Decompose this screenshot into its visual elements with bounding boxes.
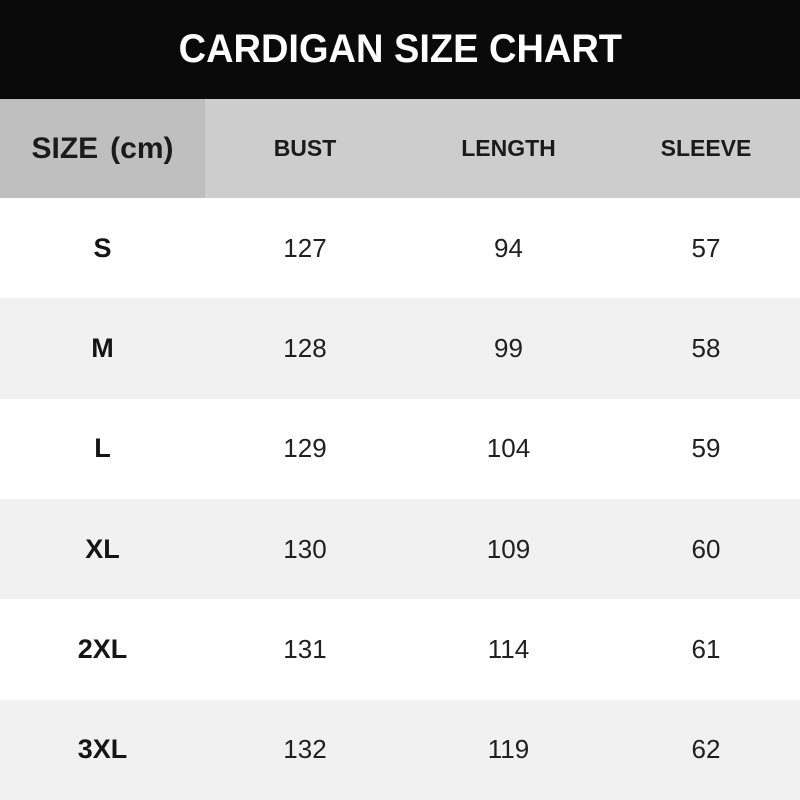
- table-row-m: M 128 99 58: [0, 298, 800, 399]
- length-value: 104: [486, 433, 531, 464]
- header-cell-bust: BUST: [273, 135, 337, 161]
- table-row-s: S 127 94 57: [0, 198, 800, 299]
- table-row-xl: XL 130 109 60: [0, 498, 800, 600]
- title-banner: CARDIGAN SIZE CHART: [0, 0, 800, 99]
- table-row-3xl: 3XL 132 119 62: [0, 699, 800, 800]
- size-header-label: SIZE: [31, 131, 99, 165]
- size-value: 2XL: [77, 633, 128, 664]
- size-value: 3XL: [77, 734, 128, 765]
- sleeve-value: 62: [691, 734, 721, 765]
- table-row-l: L 129 104 59: [0, 398, 800, 499]
- table-row-2xl: 2XL 131 114 61: [0, 599, 800, 700]
- bust-value: 129: [283, 433, 327, 464]
- bust-value: 128: [283, 332, 327, 363]
- size-value: L: [94, 433, 111, 464]
- size-value: M: [91, 332, 114, 363]
- length-value: 114: [487, 633, 530, 664]
- header-cell-size: SIZE (cm): [0, 99, 205, 198]
- size-value: XL: [85, 533, 120, 564]
- length-value: 109: [486, 533, 531, 564]
- sleeve-value: 59: [691, 433, 721, 464]
- length-value: 94: [494, 232, 523, 263]
- bust-value: 132: [283, 734, 327, 765]
- size-value: S: [93, 232, 112, 263]
- sleeve-value: 57: [691, 232, 721, 263]
- sleeve-value: 61: [691, 633, 721, 664]
- sleeve-value: 58: [691, 332, 721, 363]
- bust-value: 131: [283, 633, 327, 664]
- header-cell-sleeve: SLEEVE: [660, 135, 752, 161]
- bust-value: 130: [283, 533, 327, 564]
- sleeve-value: 60: [691, 533, 721, 564]
- length-value: 99: [494, 332, 523, 363]
- length-value: 119: [487, 734, 530, 765]
- table-header-row: SIZE (cm) BUST LENGTH SLEEVE: [0, 99, 800, 198]
- header-cell-length: LENGTH: [461, 135, 556, 161]
- bust-value: 127: [283, 232, 327, 263]
- size-header-unit: (cm): [110, 131, 174, 165]
- table-body: S 127 94 57 M 128 99 58 L 129 104 59 XL …: [0, 198, 800, 800]
- page-title: CARDIGAN SIZE CHART: [178, 27, 622, 71]
